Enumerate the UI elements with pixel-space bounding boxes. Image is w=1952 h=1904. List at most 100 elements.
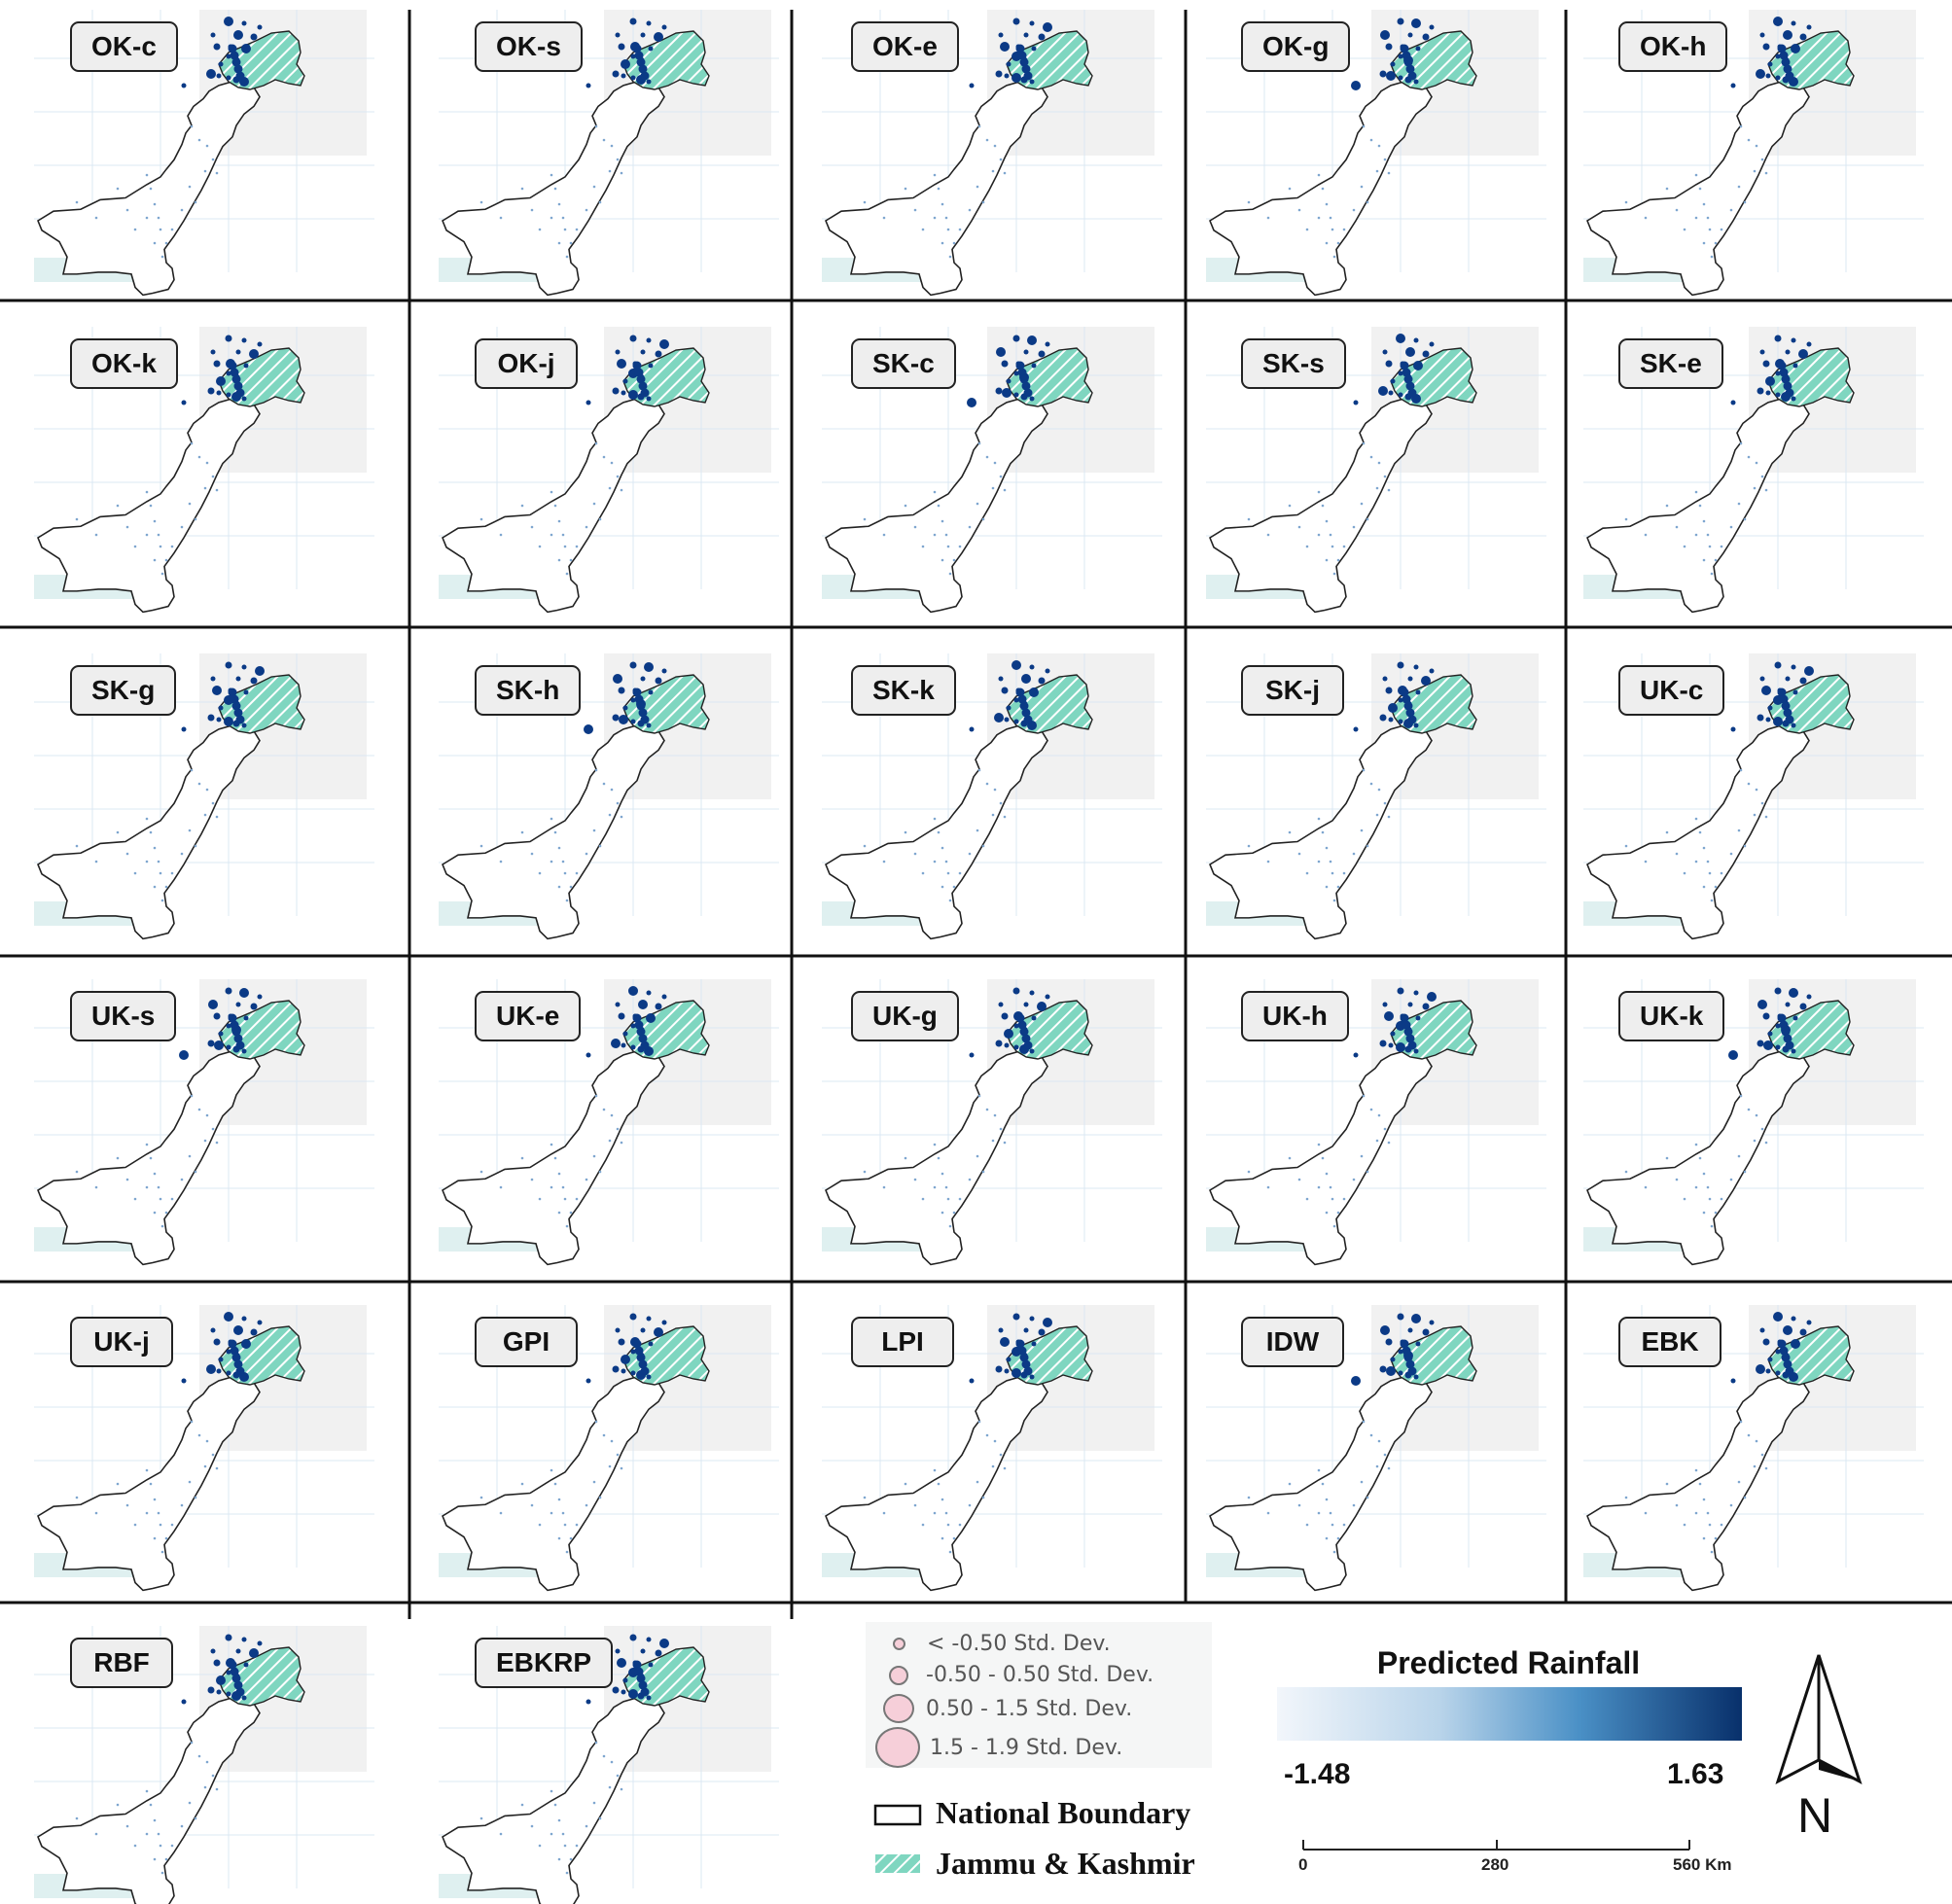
station-point bbox=[1739, 124, 1743, 128]
station-point bbox=[243, 1015, 249, 1021]
national-boundary-label: National Boundary bbox=[936, 1795, 1191, 1830]
station-point bbox=[958, 1523, 962, 1527]
station-point bbox=[520, 504, 524, 508]
station-point bbox=[1765, 376, 1775, 386]
station-point bbox=[1730, 1378, 1736, 1384]
station-point bbox=[634, 51, 644, 60]
station-point bbox=[608, 1785, 612, 1789]
station-point bbox=[1362, 768, 1366, 772]
station-point bbox=[1003, 488, 1007, 492]
station-point bbox=[235, 388, 245, 398]
station-point bbox=[213, 360, 221, 368]
station-point bbox=[1366, 1170, 1369, 1174]
station-point bbox=[993, 788, 997, 792]
station-point bbox=[1429, 24, 1435, 30]
station-point bbox=[538, 1523, 542, 1527]
station-point bbox=[1720, 228, 1723, 231]
station-point bbox=[257, 24, 263, 30]
station-point bbox=[904, 504, 907, 508]
station-point bbox=[941, 1536, 944, 1540]
station-point bbox=[640, 715, 650, 724]
panel-label-uk-k: UK-k bbox=[1618, 991, 1725, 1041]
station-point bbox=[598, 844, 602, 848]
national-boundary bbox=[1209, 1374, 1433, 1592]
station-point bbox=[1760, 801, 1764, 805]
station-point bbox=[1045, 341, 1050, 347]
station-point bbox=[116, 1482, 120, 1486]
station-point bbox=[998, 676, 1004, 682]
station-point bbox=[1714, 885, 1718, 889]
station-point bbox=[1683, 545, 1686, 548]
station-point bbox=[116, 187, 120, 191]
station-point bbox=[203, 1785, 207, 1789]
station-point bbox=[882, 533, 886, 537]
station-point bbox=[1755, 1113, 1758, 1117]
station-point bbox=[1407, 1327, 1413, 1333]
station-point bbox=[239, 988, 249, 998]
station-point bbox=[1329, 216, 1332, 220]
station-point bbox=[1027, 335, 1037, 345]
station-point bbox=[1775, 1044, 1781, 1050]
station-point bbox=[149, 1803, 153, 1807]
station-point bbox=[1019, 701, 1029, 711]
station-point bbox=[145, 1832, 149, 1836]
station-point bbox=[563, 228, 567, 231]
station-point bbox=[598, 1170, 602, 1174]
station-point bbox=[160, 899, 164, 902]
station-point bbox=[1402, 694, 1411, 704]
map-panel-rbf bbox=[34, 1626, 374, 1904]
station-point bbox=[215, 171, 219, 175]
station-point bbox=[941, 1498, 944, 1501]
station-point bbox=[1753, 486, 1757, 490]
station-point bbox=[646, 396, 652, 402]
station-point bbox=[1332, 255, 1336, 259]
station-point bbox=[1773, 1312, 1783, 1322]
station-point bbox=[933, 173, 937, 177]
station-point bbox=[1665, 830, 1669, 834]
station-point bbox=[557, 1211, 561, 1215]
station-point bbox=[999, 1453, 1003, 1457]
station-point bbox=[977, 768, 981, 772]
station-point bbox=[592, 1801, 596, 1805]
station-point bbox=[1029, 1374, 1035, 1380]
station-point bbox=[216, 717, 222, 723]
station-point bbox=[479, 1816, 483, 1820]
station-point bbox=[1405, 1359, 1415, 1369]
station-point bbox=[620, 488, 623, 492]
station-point bbox=[1013, 1023, 1019, 1029]
station-point bbox=[241, 1048, 247, 1054]
station-point bbox=[1297, 1503, 1301, 1507]
station-point bbox=[1415, 1341, 1421, 1347]
station-point bbox=[1422, 33, 1430, 41]
station-point bbox=[1353, 400, 1359, 405]
station-point bbox=[594, 1741, 598, 1745]
station-point bbox=[1043, 1318, 1052, 1327]
map-panel-sk-e bbox=[1583, 327, 1924, 614]
station-point bbox=[1775, 370, 1781, 376]
station-point bbox=[648, 689, 654, 695]
station-point bbox=[1031, 1341, 1037, 1347]
station-point bbox=[1402, 51, 1411, 60]
station-point bbox=[153, 202, 157, 206]
station-point bbox=[968, 1178, 972, 1181]
station-point bbox=[190, 1094, 194, 1098]
station-point bbox=[1799, 1003, 1807, 1010]
station-point bbox=[1377, 788, 1381, 792]
station-point bbox=[952, 1211, 956, 1215]
national-boundary bbox=[825, 79, 1048, 297]
station-point bbox=[1015, 44, 1025, 53]
station-point bbox=[1747, 138, 1751, 142]
station-point bbox=[243, 363, 249, 369]
station-point bbox=[569, 558, 573, 562]
station-point bbox=[170, 1844, 174, 1848]
station-point bbox=[215, 488, 219, 492]
station-point bbox=[1385, 360, 1393, 368]
station-point bbox=[636, 57, 646, 67]
station-point bbox=[1004, 73, 1010, 79]
station-point bbox=[235, 1366, 245, 1376]
station-point bbox=[231, 1674, 241, 1683]
national-boundary bbox=[442, 1048, 665, 1266]
station-point bbox=[1429, 668, 1435, 674]
station-point bbox=[602, 455, 606, 459]
station-point bbox=[211, 1453, 215, 1457]
